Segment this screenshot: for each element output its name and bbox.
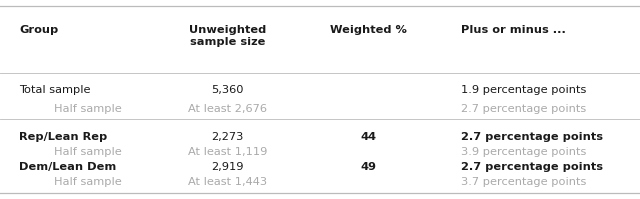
Text: Unweighted
sample size: Unweighted sample size — [189, 25, 266, 47]
Text: Weighted %: Weighted % — [330, 25, 406, 35]
Text: 49: 49 — [360, 162, 376, 172]
Text: 2.7 percentage points: 2.7 percentage points — [461, 132, 603, 142]
Text: Half sample: Half sample — [54, 147, 122, 157]
Text: 2.7 percentage points: 2.7 percentage points — [461, 104, 586, 114]
Text: 1.9 percentage points: 1.9 percentage points — [461, 85, 586, 95]
Text: Half sample: Half sample — [54, 177, 122, 187]
Text: 2,919: 2,919 — [211, 162, 243, 172]
Text: Group: Group — [19, 25, 58, 35]
Text: 44: 44 — [360, 132, 376, 142]
Text: At least 1,119: At least 1,119 — [188, 147, 267, 157]
Text: 3.9 percentage points: 3.9 percentage points — [461, 147, 586, 157]
Text: At least 1,443: At least 1,443 — [188, 177, 267, 187]
Text: Plus or minus ...: Plus or minus ... — [461, 25, 566, 35]
Text: Dem/Lean Dem: Dem/Lean Dem — [19, 162, 116, 172]
Text: Rep/Lean Rep: Rep/Lean Rep — [19, 132, 108, 142]
Text: At least 2,676: At least 2,676 — [188, 104, 267, 114]
Text: Total sample: Total sample — [19, 85, 91, 95]
Text: 5,360: 5,360 — [211, 85, 243, 95]
Text: 3.7 percentage points: 3.7 percentage points — [461, 177, 586, 187]
Text: 2,273: 2,273 — [211, 132, 243, 142]
Text: Half sample: Half sample — [54, 104, 122, 114]
Text: 2.7 percentage points: 2.7 percentage points — [461, 162, 603, 172]
